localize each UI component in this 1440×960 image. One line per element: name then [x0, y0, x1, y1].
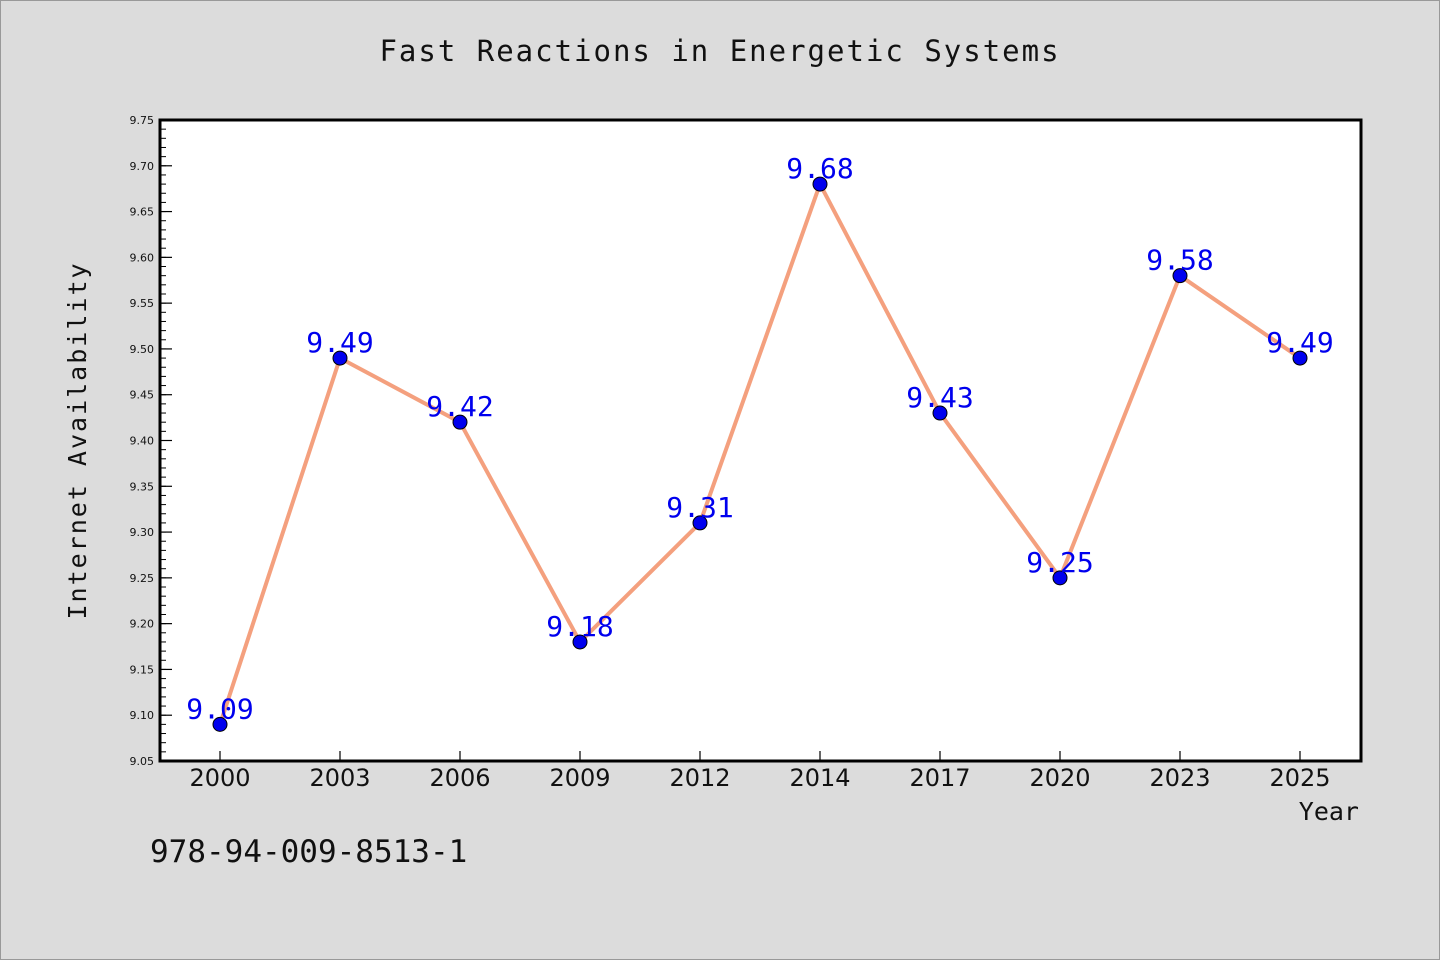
- x-axis-label: Year: [1299, 797, 1359, 826]
- y-tick-label: 9.10: [130, 709, 155, 722]
- data-point: [332, 350, 348, 366]
- y-tick-label: 9.60: [130, 251, 155, 264]
- data-label: 9.25: [1026, 546, 1093, 579]
- y-tick-label: 9.65: [130, 206, 155, 219]
- y-tick-label: 9.70: [130, 160, 155, 173]
- data-label: 9.49: [306, 326, 373, 359]
- x-tick-label: 2025: [1269, 764, 1330, 792]
- y-tick-label: 9.75: [130, 114, 155, 127]
- data-point: [212, 716, 228, 732]
- data-label: 9.18: [546, 610, 613, 643]
- data-label: 9.42: [426, 390, 493, 423]
- x-tick-label: 2000: [189, 764, 250, 792]
- x-tick-label: 2017: [909, 764, 970, 792]
- x-tick-label: 2023: [1149, 764, 1210, 792]
- series-line: [218, 182, 1302, 725]
- data-point: [812, 176, 828, 192]
- isbn-text: 978-94-009-8513-1: [150, 834, 468, 870]
- data-point: [1052, 570, 1068, 586]
- x-tick-label: 2014: [789, 764, 850, 792]
- x-tick-label: 2012: [669, 764, 730, 792]
- y-tick-label: 9.15: [130, 663, 155, 676]
- y-tick-label: 9.55: [130, 297, 155, 310]
- data-point: [1172, 268, 1188, 284]
- y-axis-label: Internet Availability: [63, 261, 92, 619]
- data-point: [452, 414, 468, 430]
- data-label: 9.31: [666, 491, 733, 524]
- data-label: 9.58: [1146, 244, 1213, 277]
- data-point: [572, 634, 588, 650]
- y-tick-label: 9.05: [130, 755, 155, 768]
- data-label: 9.09: [186, 692, 253, 725]
- x-tick-label: 2020: [1029, 764, 1090, 792]
- x-tick-label: 2006: [429, 764, 490, 792]
- plot-area: [158, 118, 1363, 763]
- chart-title: Fast Reactions in Energetic Systems: [379, 34, 1061, 68]
- y-tick-label: 9.35: [130, 480, 155, 493]
- data-label: 9.49: [1266, 326, 1333, 359]
- data-point: [932, 405, 948, 421]
- y-tick-label: 9.25: [130, 572, 155, 585]
- data-point: [1292, 350, 1308, 366]
- x-tick-label: 2003: [309, 764, 370, 792]
- x-tick-label: 2009: [549, 764, 610, 792]
- y-tick-label: 9.20: [130, 618, 155, 631]
- data-label: 9.68: [786, 152, 853, 185]
- y-tick-label: 9.45: [130, 389, 155, 402]
- data-label: 9.43: [906, 381, 973, 414]
- y-tick-label: 9.40: [130, 435, 155, 448]
- y-tick-label: 9.30: [130, 526, 155, 539]
- y-tick-label: 9.50: [130, 343, 155, 356]
- data-point: [692, 515, 708, 531]
